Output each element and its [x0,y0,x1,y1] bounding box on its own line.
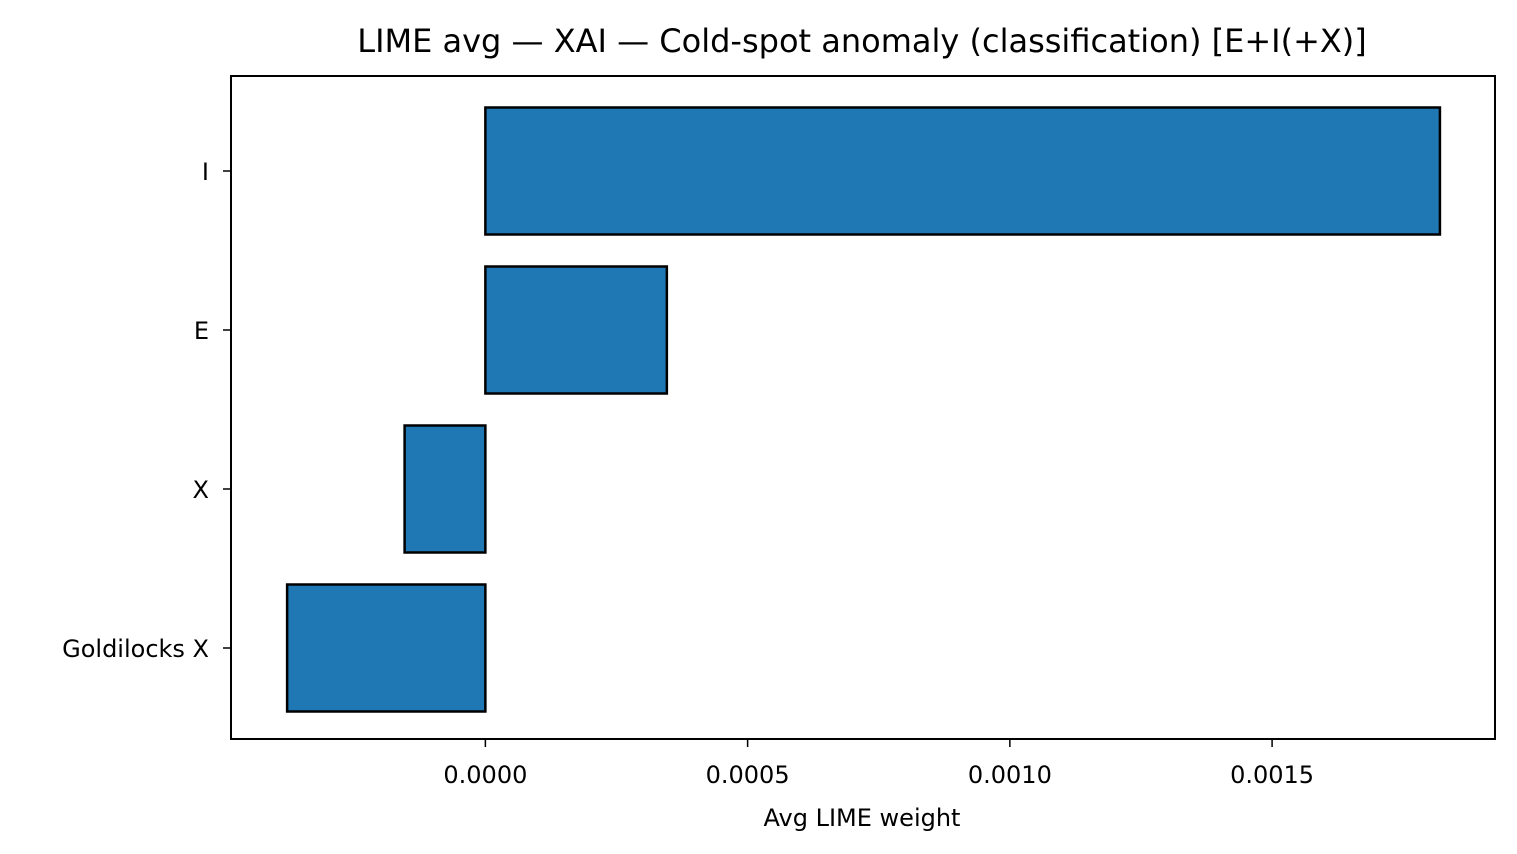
bar-x [403,424,487,554]
bars-group [285,106,1442,713]
x-tick-label: 0.0015 [1230,761,1314,789]
y-tick-label: X [193,476,209,504]
bar-e [484,265,669,395]
x-tick-label: 0.0010 [968,761,1052,789]
plot-frame [230,75,1496,740]
bar-goldilocks-x [285,583,487,713]
chart-title: LIME avg — XAI — Cold-spot anomaly (clas… [357,22,1367,60]
x-tick-label: 0.0000 [443,761,527,789]
x-axis: 0.0000 0.0005 0.0010 0.0015 [443,739,1314,789]
x-tick-label: 0.0005 [706,761,790,789]
bar-i [484,106,1442,236]
y-tick-label: Goldilocks X [62,635,209,663]
y-tick-label: I [202,158,209,186]
y-axis: I E X Goldilocks X [62,158,231,663]
x-axis-label: Avg LIME weight [764,804,961,832]
y-tick-label: E [194,317,209,345]
